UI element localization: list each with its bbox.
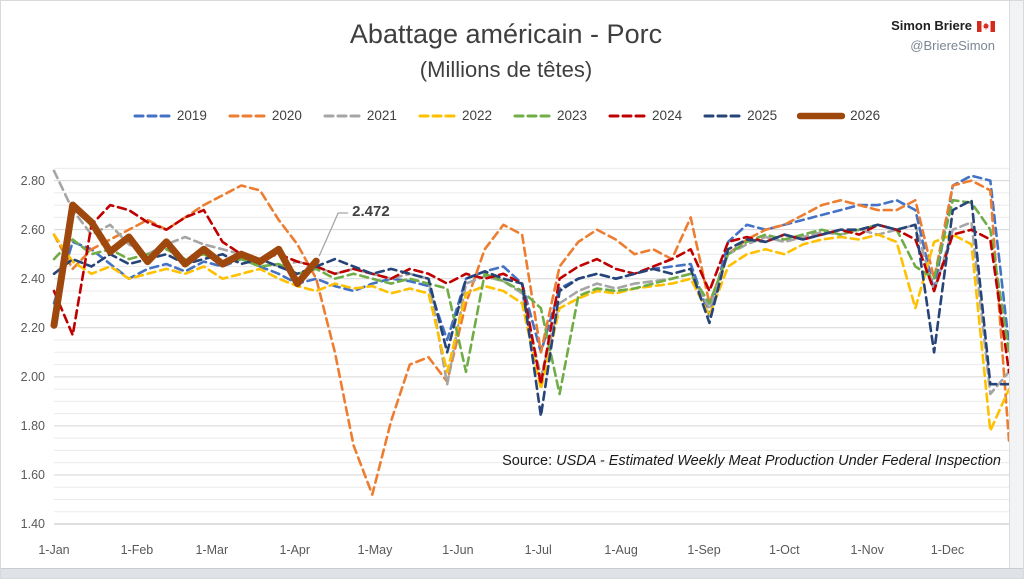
y-axis-tick-label: 2.80 [20,173,45,188]
legend-label-2020: 2020 [271,108,302,123]
source-note: Source: USDA - Estimated Weekly Meat Pro… [502,453,1001,469]
legend-item-2025: 2025 [702,108,777,123]
legend-swatch-2021 [323,114,361,117]
x-axis-tick-label: 1-Oct [769,543,800,557]
legend-item-2022: 2022 [417,108,492,123]
series-line-2026 [50,201,320,329]
legend-item-2024: 2024 [607,108,682,123]
legend-label-2021: 2021 [366,108,397,123]
series-line-2019 [52,174,1011,354]
legend-label-2019: 2019 [176,108,207,123]
y-axis-tick-label: 1.40 [20,517,45,531]
legend-label-2022: 2022 [461,108,492,123]
series-line-2020 [52,179,1011,496]
x-axis-tick-label: 1-Jan [38,543,70,557]
legend-swatch-2026 [797,112,846,119]
legend-label-2023: 2023 [557,108,588,123]
legend-swatch-2020 [228,114,266,117]
legend-swatch-2024 [608,114,646,117]
source-prefix: Source: [502,453,557,469]
y-axis-tick-label: 2.20 [20,320,45,335]
canada-flag-icon [977,19,995,37]
x-axis-tick-label: 1-Apr [279,543,311,557]
legend-label-2024: 2024 [652,108,683,123]
last-value-annotation: 2.472 [352,203,390,220]
y-axis-tick-label: 2.40 [20,271,45,286]
window-bottom-edge [1,568,1023,578]
legend-swatch-2025 [703,114,741,117]
x-axis-tick-label: 1-Dec [930,543,965,557]
legend-item-2023: 2023 [512,108,587,123]
x-axis-tick-label: 1-Sep [687,543,721,557]
legend-swatch-2022 [418,114,456,117]
chart-subtitle: (Millions de têtes) [419,57,593,82]
legend-label-2025: 2025 [747,108,778,123]
y-axis-tick-label: 1.60 [20,467,45,482]
x-axis-tick-label: 1-Feb [120,543,154,557]
attribution-handle: @BriereSimon [910,38,995,53]
legend-label-2026: 2026 [850,108,881,123]
source-text: USDA - Estimated Weekly Meat Production … [556,453,1001,469]
window-right-edge [1009,1,1023,578]
chart-title: Abattage américain - Porc [349,19,663,49]
y-axis-tick-label: 2.00 [20,369,45,384]
y-axis-tick-label: 2.60 [20,222,45,237]
legend-item-2020: 2020 [227,108,302,123]
x-axis-tick-label: 1-Mar [195,543,229,557]
x-axis-tick-label: 1-Jun [442,543,474,557]
y-axis-tick-label: 1.80 [20,418,45,433]
chart-legend: 2019 2020 2021 2022 2023 2024 2025 2026 [1,108,1011,123]
x-axis-tick-label: 1-Nov [850,543,884,557]
series-line-2024 [52,203,1011,386]
x-axis-tick-label: 1-Aug [604,543,638,557]
annotation-leader-line [318,212,349,257]
legend-item-2026: 2026 [797,108,880,123]
x-axis-tick-label: 1-May [357,543,393,557]
legend-swatch-2023 [513,114,551,117]
legend-item-2019: 2019 [132,108,207,123]
legend-item-2021: 2021 [322,108,397,123]
attribution: Simon Briere @BriereSimon [891,17,995,55]
attribution-name: Simon Briere [891,18,972,33]
x-axis-tick-label: 1-Jul [524,543,552,557]
legend-swatch-2019 [133,114,171,117]
